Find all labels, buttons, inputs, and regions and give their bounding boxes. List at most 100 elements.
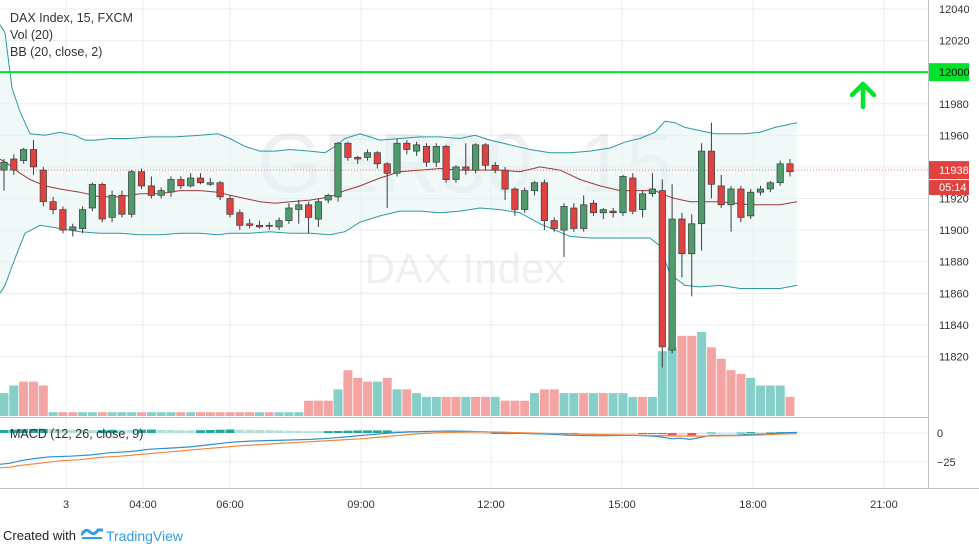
macd-histogram-bar <box>304 431 314 433</box>
candle-body <box>305 204 313 218</box>
candle-body <box>717 185 725 206</box>
candle-body <box>540 182 548 221</box>
volume-bar <box>412 393 422 416</box>
macd-histogram-bar <box>274 430 284 433</box>
candle-body <box>187 177 195 187</box>
volume-bar <box>176 412 186 416</box>
macd-histogram-bar <box>608 433 618 434</box>
volume-bar <box>284 412 294 416</box>
candle <box>403 140 411 155</box>
candle-body <box>403 142 411 150</box>
macd-histogram-bar <box>68 429 78 433</box>
candle-body <box>118 194 126 215</box>
candle-body <box>422 146 431 163</box>
candle <box>147 176 155 199</box>
volume-bar <box>716 358 726 416</box>
candle <box>560 203 568 257</box>
candle-body <box>530 182 539 191</box>
macd-histogram-bar <box>137 429 146 433</box>
volume-bar <box>235 412 245 416</box>
volume-bar <box>97 412 107 416</box>
time-tick-label: 15:00 <box>608 499 636 511</box>
candle-body <box>609 210 617 214</box>
volume-bar <box>510 400 520 416</box>
volume-bar <box>58 412 68 416</box>
candle <box>98 182 106 223</box>
candle-body <box>560 206 568 231</box>
candle-body <box>344 142 352 158</box>
volume-bar <box>608 393 618 416</box>
candle-body <box>363 152 372 158</box>
macd-histogram-bar <box>107 429 117 433</box>
macd-histogram-bar <box>29 428 38 433</box>
candle-body <box>462 166 470 171</box>
volume-bar <box>294 412 304 416</box>
macd-histogram-bar <box>225 429 235 433</box>
candle <box>167 176 175 197</box>
candle <box>668 184 676 354</box>
candle-body <box>570 207 578 229</box>
last-price-tag <box>929 161 969 180</box>
tradingview-link[interactable]: TradingView <box>105 527 184 544</box>
volume-bar <box>372 381 382 416</box>
volume-bar <box>490 396 500 416</box>
candle-body <box>295 204 303 210</box>
bollinger-legend: BB (20, close, 2) <box>10 45 103 59</box>
candle <box>580 195 588 232</box>
candle <box>550 217 558 232</box>
macd-histogram-bar <box>117 429 127 433</box>
candle <box>88 182 96 212</box>
volume-bar <box>422 396 431 416</box>
volume-bar <box>549 389 559 416</box>
volume-bar <box>579 393 589 416</box>
candle <box>108 190 116 223</box>
candle-body <box>324 194 332 201</box>
candle-body <box>285 207 293 221</box>
candle-body <box>737 188 745 218</box>
macd-histogram-bar <box>461 432 471 434</box>
candle <box>776 160 784 186</box>
price-tick-label: 11860 <box>939 288 969 300</box>
time-tick-label: 18:00 <box>739 499 767 511</box>
macd-histogram-bar <box>746 432 756 434</box>
macd-histogram-bar <box>579 433 589 435</box>
candle-body <box>196 177 205 184</box>
volume-bar <box>166 412 176 416</box>
candle <box>422 143 431 167</box>
price-chart[interactable]: GER30, 15DAX Index1204012020120001198011… <box>0 0 979 520</box>
candle <box>285 203 293 224</box>
candle <box>10 154 18 175</box>
candle <box>354 155 362 164</box>
macd-histogram-bar <box>156 429 166 433</box>
time-tick-label: 3 <box>63 499 69 511</box>
macd-histogram-bar <box>235 429 245 433</box>
macd-histogram-bar <box>264 430 274 433</box>
time-tick-label: 04:00 <box>129 499 157 511</box>
macd-histogram-bar <box>726 432 736 434</box>
volume-bar <box>137 412 146 416</box>
volume-bar <box>539 389 549 416</box>
macd-histogram-bar <box>38 428 48 433</box>
volume-bar <box>186 412 196 416</box>
candle <box>639 190 647 218</box>
candle <box>177 176 185 190</box>
candle <box>0 159 8 191</box>
macd-histogram-bar <box>372 430 382 433</box>
candle <box>491 162 499 174</box>
candle <box>206 177 214 186</box>
volume-bar <box>657 351 667 416</box>
macd-histogram-bar <box>9 429 19 433</box>
candle-body <box>69 226 77 231</box>
macd-histogram-bar <box>647 433 657 434</box>
volume-bar <box>304 400 314 416</box>
time-tick-label: 21:00 <box>870 499 898 511</box>
footer: Created with TradingView <box>0 520 979 551</box>
candle-body <box>472 144 480 171</box>
tradingview-logo-icon <box>80 527 104 544</box>
macd-histogram-bar <box>58 429 68 433</box>
candle-body <box>766 182 774 190</box>
macd-signal-line <box>0 431 798 469</box>
macd-legend: MACD (12, 26, close, 9) <box>10 427 144 441</box>
volume-legend: Vol (20) <box>10 28 54 42</box>
volume-bar <box>19 381 29 416</box>
